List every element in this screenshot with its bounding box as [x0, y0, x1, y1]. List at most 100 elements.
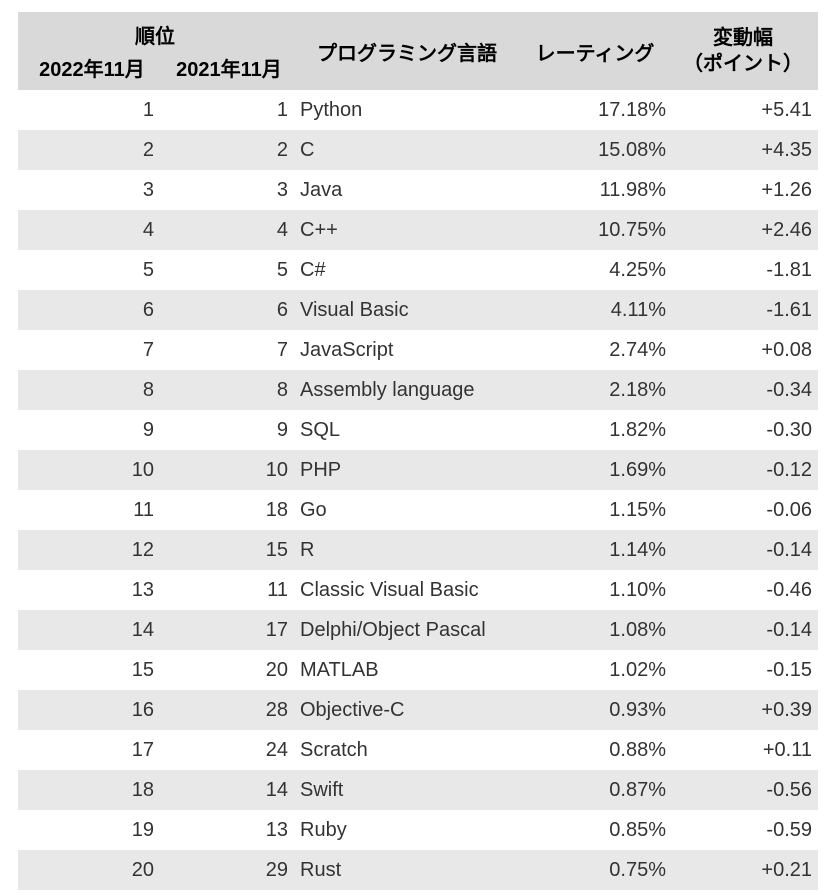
change-cell: +4.35 — [668, 130, 818, 170]
rank-2021-cell: 9 — [166, 410, 292, 450]
language-cell: Objective-C — [292, 690, 522, 730]
change-cell: +2.46 — [668, 210, 818, 250]
rank-2021-cell: 11 — [166, 570, 292, 610]
table-row: 8 8 Assembly language 2.18% -0.34 — [18, 370, 818, 410]
rank-2022-cell: 17 — [18, 730, 166, 770]
rank-2022-cell: 7 — [18, 330, 166, 370]
rating-cell: 0.85% — [522, 810, 668, 850]
change-cell: +0.21 — [668, 850, 818, 890]
rating-cell: 2.74% — [522, 330, 668, 370]
rank-2021-cell: 24 — [166, 730, 292, 770]
rank-2021-header-label: 2021年11月 — [176, 58, 282, 81]
rank-2021-cell: 4 — [166, 210, 292, 250]
change-cell: +0.08 — [668, 330, 818, 370]
rating-cell: 1.10% — [522, 570, 668, 610]
rank-2021-cell: 20 — [166, 650, 292, 690]
rating-cell: 15.08% — [522, 130, 668, 170]
change-cell: -1.61 — [668, 290, 818, 330]
rating-cell: 1.14% — [522, 530, 668, 570]
rank-2022-header-label: 2022年11月 — [39, 58, 145, 81]
language-cell: Java — [292, 170, 522, 210]
change-header-line2: （ポイント） — [683, 53, 803, 75]
rating-cell: 2.18% — [522, 370, 668, 410]
header-row-1: 順位 プログラミング言語 レーティング 変動幅 （ポイント） — [18, 12, 818, 90]
table-row: 13 11 Classic Visual Basic 1.10% -0.46 — [18, 570, 818, 610]
table-row: 18 14 Swift 0.87% -0.56 — [18, 770, 818, 810]
change-cell: +5.41 — [668, 90, 818, 130]
table-row: 1 1 Python 17.18% +5.41 — [18, 90, 818, 130]
rating-cell: 4.11% — [522, 290, 668, 330]
change-column-header: 変動幅 （ポイント） — [668, 12, 818, 90]
language-cell: Python — [292, 90, 522, 130]
table-row: 2 2 C 15.08% +4.35 — [18, 130, 818, 170]
change-cell: -1.81 — [668, 250, 818, 290]
table-row: 16 28 Objective-C 0.93% +0.39 — [18, 690, 818, 730]
language-cell: Assembly language — [292, 370, 522, 410]
language-cell: Delphi/Object Pascal — [292, 610, 522, 650]
rank-2021-cell: 18 — [166, 490, 292, 530]
rating-cell: 11.98% — [522, 170, 668, 210]
change-cell: +0.39 — [668, 690, 818, 730]
rank-group-label: 順位 — [135, 25, 175, 48]
change-cell: -0.14 — [668, 610, 818, 650]
rank-2022-cell: 3 — [18, 170, 166, 210]
language-column-header: プログラミング言語 — [292, 12, 522, 90]
table-row: 3 3 Java 11.98% +1.26 — [18, 170, 818, 210]
rank-2022-cell: 2 — [18, 130, 166, 170]
language-cell: Go — [292, 490, 522, 530]
rank-2022-cell: 8 — [18, 370, 166, 410]
table-row: 11 18 Go 1.15% -0.06 — [18, 490, 818, 530]
change-cell: -0.59 — [668, 810, 818, 850]
rank-2022-cell: 20 — [18, 850, 166, 890]
language-cell: Scratch — [292, 730, 522, 770]
rating-cell: 0.87% — [522, 770, 668, 810]
rating-cell: 4.25% — [522, 250, 668, 290]
table-row: 19 13 Ruby 0.85% -0.59 — [18, 810, 818, 850]
rating-cell: 0.93% — [522, 690, 668, 730]
language-cell: MATLAB — [292, 650, 522, 690]
language-cell: JavaScript — [292, 330, 522, 370]
rating-header-label: レーティング — [535, 42, 655, 65]
table-row: 12 15 R 1.14% -0.14 — [18, 530, 818, 570]
rank-2022-cell: 18 — [18, 770, 166, 810]
change-cell: -0.14 — [668, 530, 818, 570]
language-cell: PHP — [292, 450, 522, 490]
table-row: 4 4 C++ 10.75% +2.46 — [18, 210, 818, 250]
rank-2022-cell: 5 — [18, 250, 166, 290]
table-row: 17 24 Scratch 0.88% +0.11 — [18, 730, 818, 770]
language-cell: Visual Basic — [292, 290, 522, 330]
change-cell: -0.56 — [668, 770, 818, 810]
table-row: 15 20 MATLAB 1.02% -0.15 — [18, 650, 818, 690]
language-header-label: プログラミング言語 — [317, 42, 497, 65]
table-header: 順位 プログラミング言語 レーティング 変動幅 （ポイント） 2022年11月 — [18, 12, 818, 90]
rank-2021-cell: 17 — [166, 610, 292, 650]
language-cell: R — [292, 530, 522, 570]
rating-column-header: レーティング — [522, 12, 668, 90]
rank-2022-cell: 9 — [18, 410, 166, 450]
rank-2022-cell: 14 — [18, 610, 166, 650]
language-ranking-table: 順位 プログラミング言語 レーティング 変動幅 （ポイント） 2022年11月 — [18, 12, 818, 890]
rank-2022-cell: 19 — [18, 810, 166, 850]
rank-2021-cell: 8 — [166, 370, 292, 410]
change-cell: +1.26 — [668, 170, 818, 210]
table-row: 9 9 SQL 1.82% -0.30 — [18, 410, 818, 450]
rating-cell: 0.75% — [522, 850, 668, 890]
rank-2022-cell: 10 — [18, 450, 166, 490]
rank-2021-cell: 28 — [166, 690, 292, 730]
rank-2022-cell: 13 — [18, 570, 166, 610]
rating-cell: 1.02% — [522, 650, 668, 690]
rank-2021-cell: 13 — [166, 810, 292, 850]
change-cell: -0.12 — [668, 450, 818, 490]
language-cell: SQL — [292, 410, 522, 450]
rank-2021-column-header: 2021年11月 — [166, 50, 292, 90]
table-body: 1 1 Python 17.18% +5.41 2 2 C 15.08% +4.… — [18, 90, 818, 890]
rank-2022-cell: 1 — [18, 90, 166, 130]
rank-2021-cell: 3 — [166, 170, 292, 210]
rank-2021-cell: 10 — [166, 450, 292, 490]
rating-cell: 1.08% — [522, 610, 668, 650]
rank-group-header: 順位 — [18, 12, 292, 50]
change-header-line1: 変動幅 — [713, 27, 773, 49]
table-row: 5 5 C# 4.25% -1.81 — [18, 250, 818, 290]
table-row: 10 10 PHP 1.69% -0.12 — [18, 450, 818, 490]
